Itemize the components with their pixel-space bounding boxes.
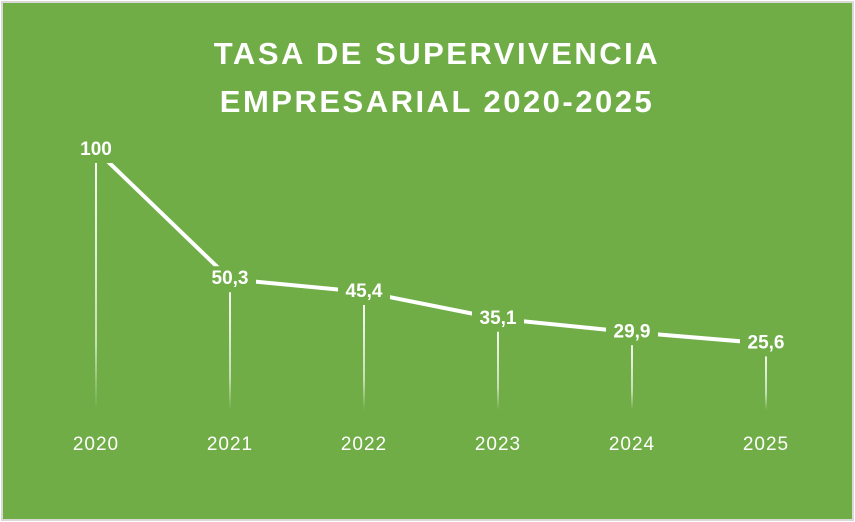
data-label-background	[472, 305, 524, 332]
drop-line	[765, 343, 767, 410]
data-label-background	[70, 137, 122, 163]
drop-line	[497, 318, 499, 410]
x-tick-label: 2024	[609, 434, 655, 455]
x-tick-label: 2025	[743, 434, 789, 455]
x-tick-label: 2022	[341, 434, 387, 455]
data-label: 50,3	[212, 268, 249, 289]
drop-line	[95, 150, 97, 410]
data-label: 29,9	[614, 321, 651, 342]
x-tick-label: 2020	[73, 434, 119, 455]
drop-line	[363, 291, 365, 410]
drop-line	[631, 332, 633, 410]
x-tick-label: 2023	[475, 434, 521, 455]
drop-line	[229, 279, 231, 410]
data-label: 100	[80, 139, 112, 160]
data-label: 45,4	[346, 281, 383, 302]
chart-title: TASA DE SUPERVIVENCIA EMPRESARIAL 2020-2…	[213, 36, 661, 119]
data-label: 35,1	[480, 308, 517, 329]
data-label-background	[338, 278, 390, 305]
x-tick-label: 2021	[207, 434, 253, 455]
data-label-background	[204, 266, 256, 293]
data-label-background	[606, 319, 658, 346]
data-label-background	[740, 330, 792, 357]
data-label: 25,6	[748, 332, 785, 353]
